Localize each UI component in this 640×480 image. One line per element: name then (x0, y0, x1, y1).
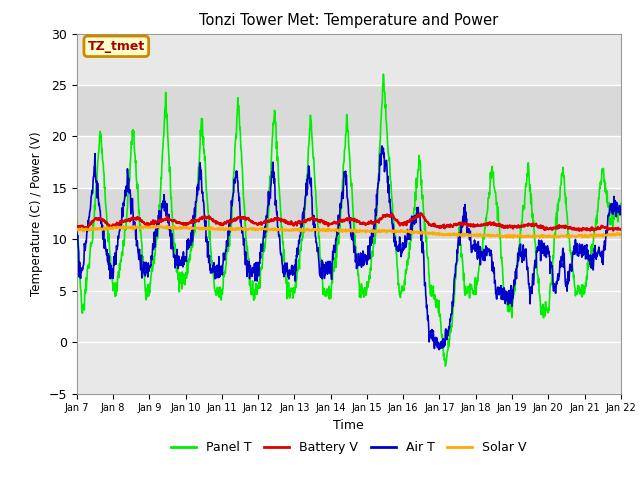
Battery V (575, 228, 583, 234)
Air T (617, 206, 625, 212)
Panel T (442, 363, 449, 369)
Solar V (255, 226, 263, 232)
Bar (77, 188, 621, 240)
Panel T (194, 180, 202, 186)
Panel T (255, 280, 262, 286)
Line: Panel T: Panel T (77, 74, 621, 366)
Title: Tonzi Tower Met: Temperature and Power: Tonzi Tower Met: Temperature and Power (199, 13, 499, 28)
Battery V (255, 221, 262, 227)
Air T (194, 182, 202, 188)
Bar (77, 85, 621, 136)
Air T (73, 226, 81, 231)
Air T (435, 347, 443, 352)
Solar V (73, 227, 81, 232)
Air T (180, 256, 188, 262)
Text: TZ_tmet: TZ_tmet (88, 40, 145, 53)
Battery V (553, 225, 561, 230)
Solar V (617, 232, 625, 238)
Battery V (194, 218, 202, 224)
Battery V (417, 210, 424, 216)
Panel T (380, 72, 387, 77)
Battery V (434, 224, 442, 229)
Solar V (195, 226, 202, 231)
Solar V (505, 232, 513, 238)
Line: Solar V: Solar V (77, 226, 621, 238)
Panel T (617, 201, 625, 206)
Air T (255, 273, 262, 278)
Solar V (434, 231, 442, 237)
Panel T (180, 275, 188, 281)
Battery V (505, 224, 513, 230)
Solar V (181, 226, 189, 231)
Panel T (434, 302, 442, 308)
Air T (434, 345, 442, 350)
Y-axis label: Temperature (C) / Power (V): Temperature (C) / Power (V) (30, 132, 43, 296)
Panel T (553, 223, 561, 229)
Solar V (131, 223, 138, 228)
Panel T (505, 309, 513, 314)
Line: Battery V: Battery V (77, 213, 621, 231)
Legend: Panel T, Battery V, Air T, Solar V: Panel T, Battery V, Air T, Solar V (166, 436, 531, 459)
Line: Air T: Air T (77, 146, 621, 349)
Battery V (180, 221, 188, 227)
Solar V (553, 233, 561, 239)
X-axis label: Time: Time (333, 419, 364, 432)
Panel T (73, 219, 81, 225)
Battery V (73, 225, 81, 230)
Battery V (617, 226, 625, 232)
Air T (553, 281, 561, 287)
Solar V (509, 235, 516, 241)
Air T (505, 288, 513, 293)
Air T (378, 143, 386, 149)
